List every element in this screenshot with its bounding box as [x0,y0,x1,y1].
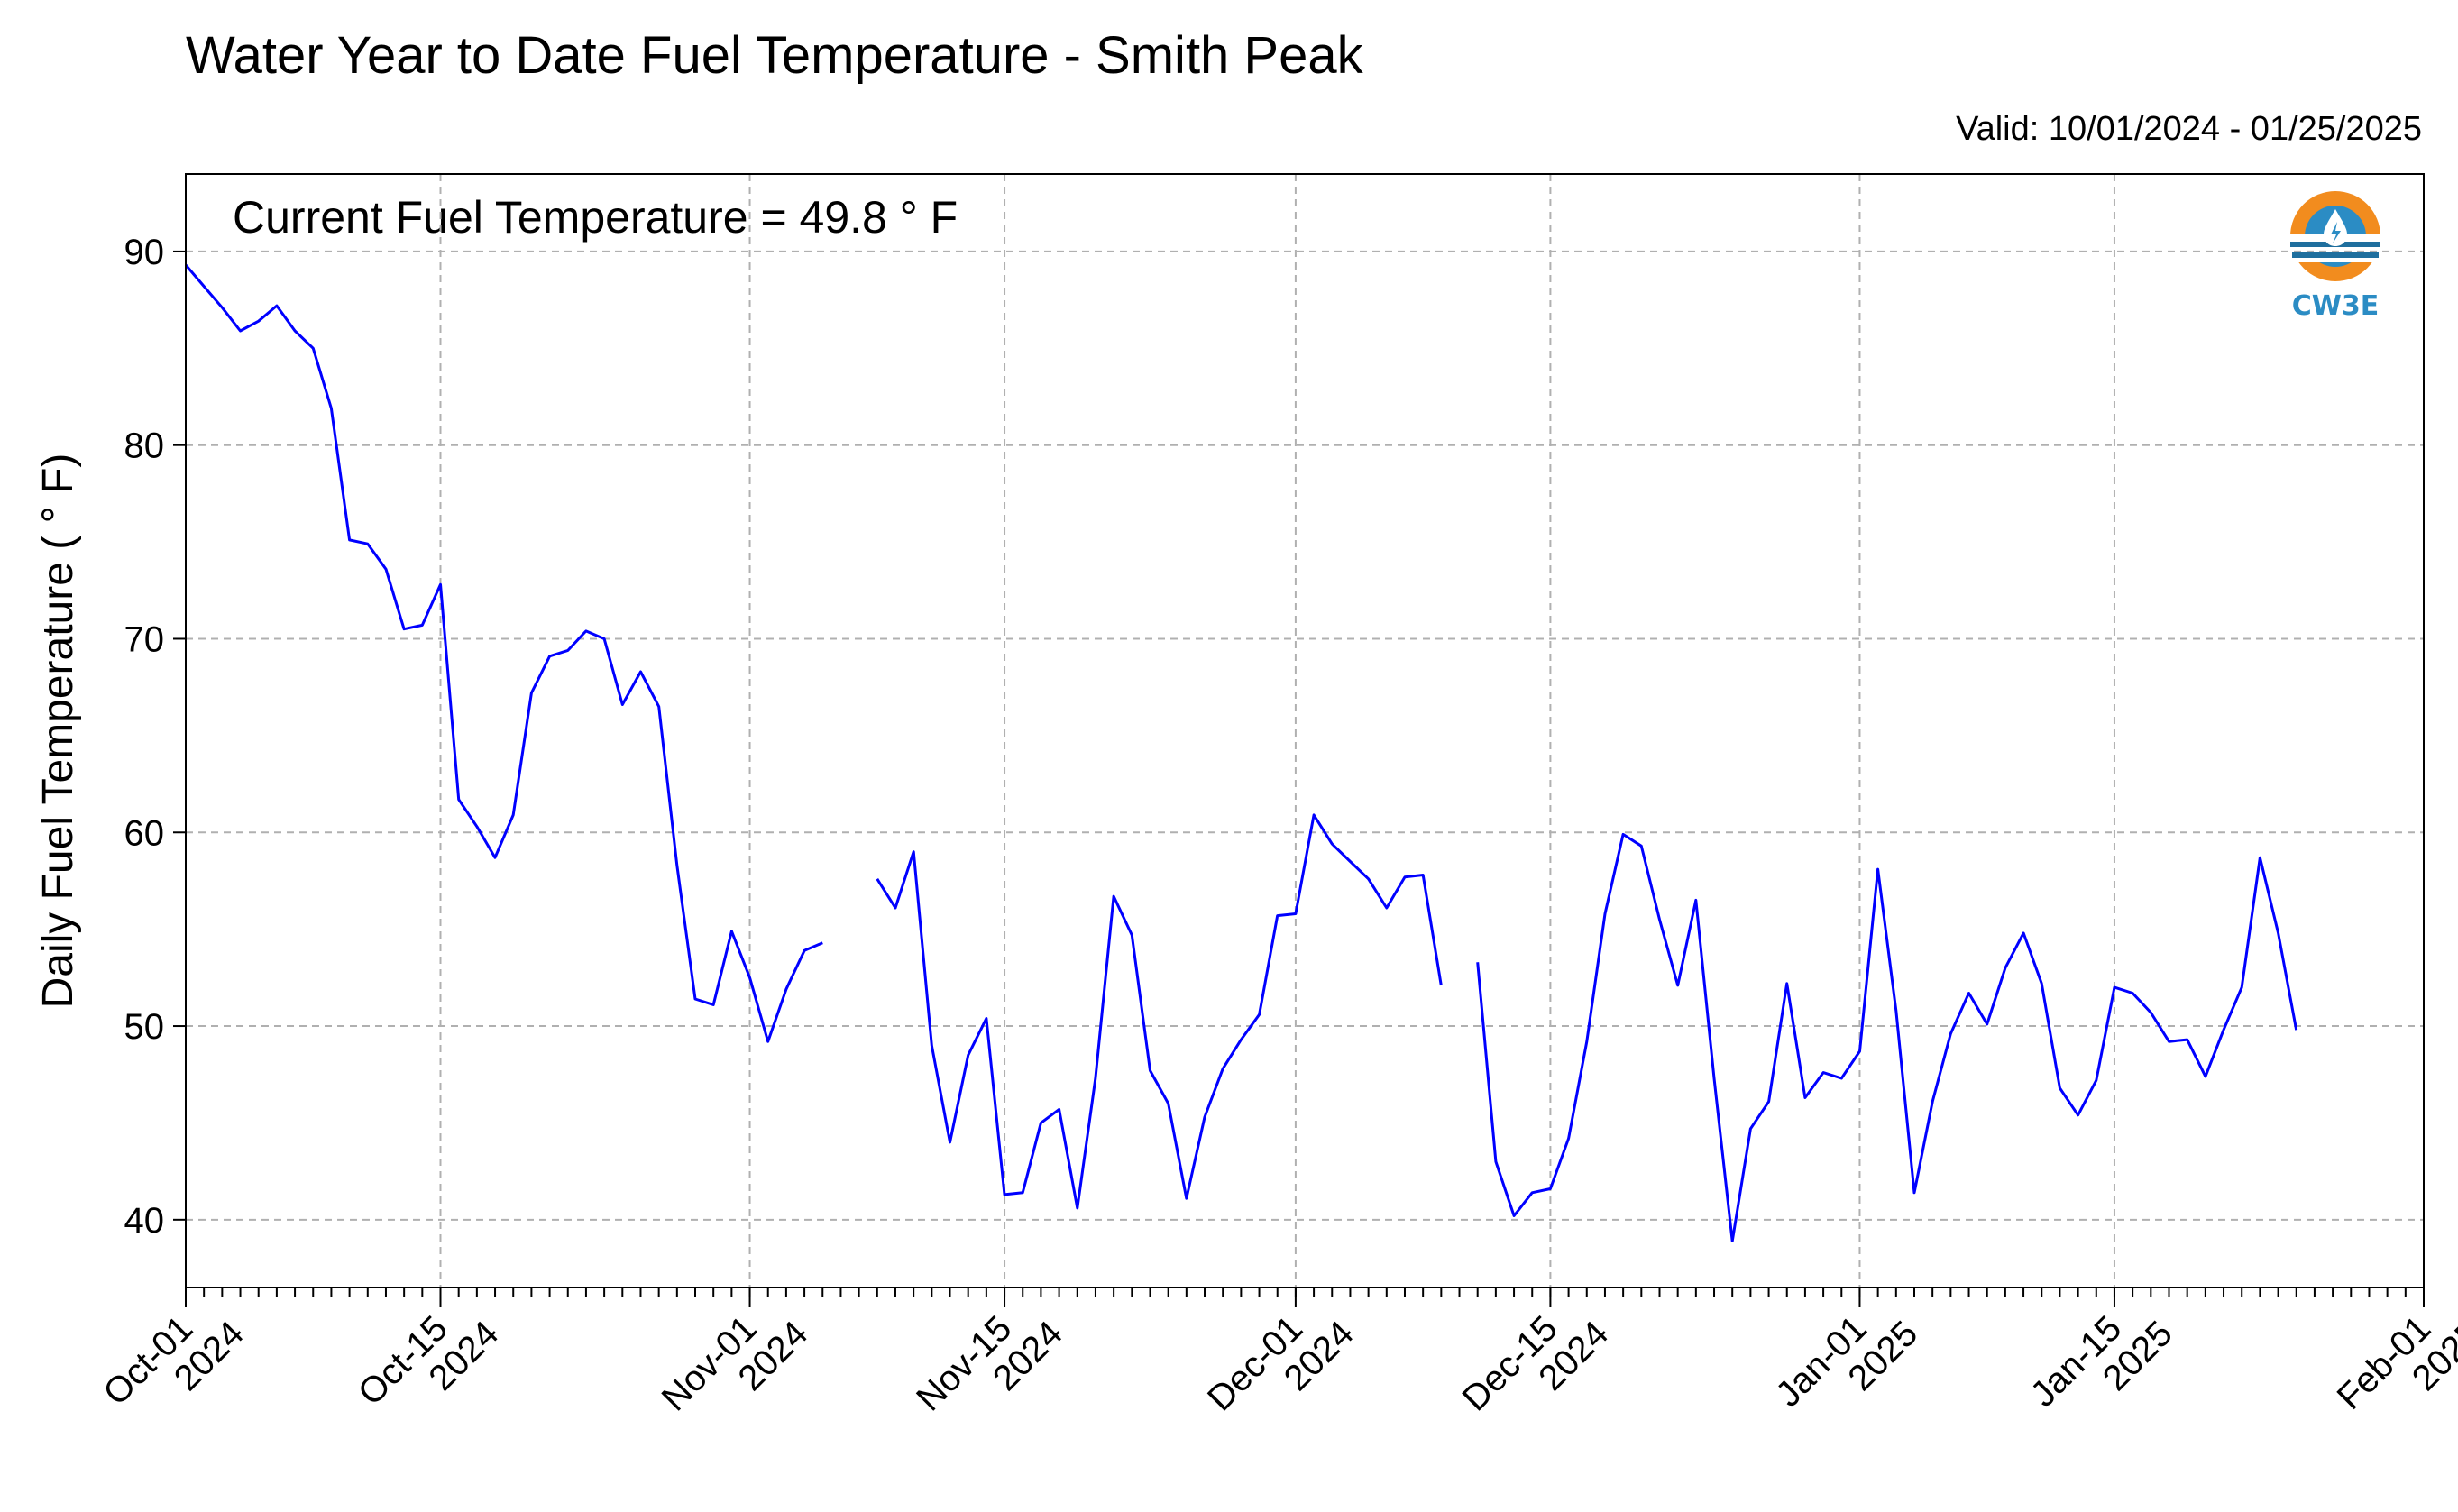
cw3e-logo-icon [2287,191,2384,281]
y-tick-label: 70 [124,619,165,659]
grid-lines [186,174,2424,1287]
x-tick-label: Nov-152024 [909,1286,1070,1447]
plot-area-frame [185,173,2425,1288]
valid-date-range: Valid: 10/01/2024 - 01/25/2025 [1956,110,2422,148]
y-tick-label: 90 [124,233,165,272]
current-fuel-temperature: Current Fuel Temperature = 49.8 ° F [233,192,958,243]
series-line [1476,832,2298,1242]
y-axis-label: Daily Fuel Temperature ( ° F) [34,454,82,1009]
y-tick-label: 80 [124,426,165,466]
series-line [876,813,1443,1210]
series-lines [184,263,2298,1242]
x-tick-label: Dec-012024 [1200,1286,1362,1447]
y-tick-label: 50 [124,1007,165,1047]
x-tick-label: Jan-152025 [2023,1286,2180,1443]
logo-text: CW3E [2291,290,2380,322]
y-axis: 40 50 60 70 80 90 [124,233,186,1241]
y-tick-label: 40 [124,1201,165,1241]
x-axis: Oct-012024 Oct-152024 Nov-012024 Nov-152024… [96,1286,2458,1447]
x-tick-label: Oct-152024 [351,1286,507,1442]
series-line [184,263,823,1043]
chart-title: Water Year to Date Fuel Temperature - Sm… [186,26,1363,85]
x-tick-label: Jan-012025 [1768,1286,1925,1443]
y-tick-label: 60 [124,813,165,853]
cw3e-logo: CW3E [2281,189,2389,334]
x-tick-label: Nov-012024 [655,1286,816,1447]
x-tick-label: Feb-012025 [2330,1286,2458,1445]
x-tick-label: Dec-152024 [1454,1286,1616,1447]
x-tick-label: Oct-012024 [96,1286,252,1442]
